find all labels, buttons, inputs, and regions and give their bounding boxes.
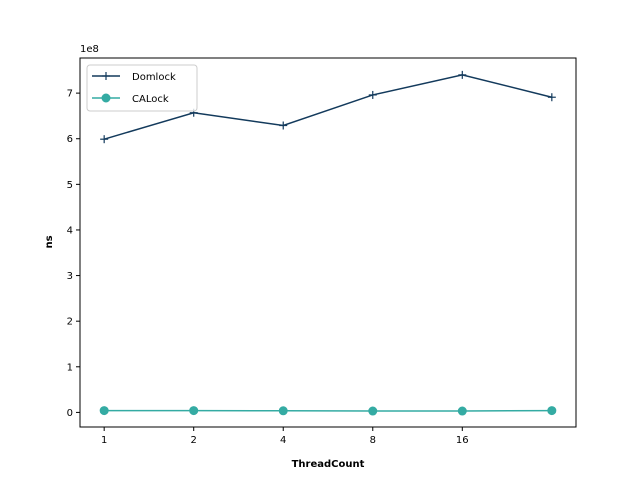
y-offset-text: 1e8 xyxy=(80,44,99,55)
series-layer xyxy=(99,70,557,416)
y-tick-label: 5 xyxy=(67,180,73,191)
x-tick-label: 8 xyxy=(370,435,376,446)
plot-area xyxy=(80,58,576,427)
legend-label-domlock: Domlock xyxy=(132,72,176,83)
legend-label-calock: CALock xyxy=(132,94,169,105)
data-point-domlock xyxy=(547,93,556,102)
legend: Domlock CALock xyxy=(86,64,198,112)
y-tick-label: 3 xyxy=(67,271,73,282)
data-point-calock xyxy=(368,406,378,416)
x-tick-label: 4 xyxy=(280,435,286,446)
y-tick-label: 1 xyxy=(67,362,73,373)
series-line-domlock xyxy=(103,74,553,140)
x-axis-label: ThreadCount xyxy=(292,459,365,470)
data-point-domlock xyxy=(279,121,288,130)
y-tick-label: 4 xyxy=(67,225,73,236)
x-axis: 1 2 4 8 16 xyxy=(101,427,469,446)
y-tick-label: 0 xyxy=(67,408,73,419)
data-point-domlock xyxy=(368,90,377,99)
legend-marker-calock xyxy=(101,93,111,103)
x-tick-label: 2 xyxy=(191,435,197,446)
data-point-calock xyxy=(457,406,467,416)
x-tick-label: 1 xyxy=(101,435,107,446)
y-tick-label: 6 xyxy=(67,134,73,145)
data-point-calock xyxy=(99,406,109,416)
y-axis-label: ns xyxy=(44,235,55,248)
data-point-calock xyxy=(278,406,288,416)
data-point-calock xyxy=(547,406,557,416)
data-point-domlock xyxy=(458,70,467,79)
plot-frame xyxy=(79,57,577,428)
y-tick-label: 7 xyxy=(67,89,73,100)
y-axis: 0 1 2 3 4 5 6 7 xyxy=(67,89,80,419)
data-point-calock xyxy=(189,406,199,416)
data-point-domlock xyxy=(100,135,109,144)
x-tick-label: 16 xyxy=(456,435,469,446)
y-tick-label: 2 xyxy=(67,317,73,328)
